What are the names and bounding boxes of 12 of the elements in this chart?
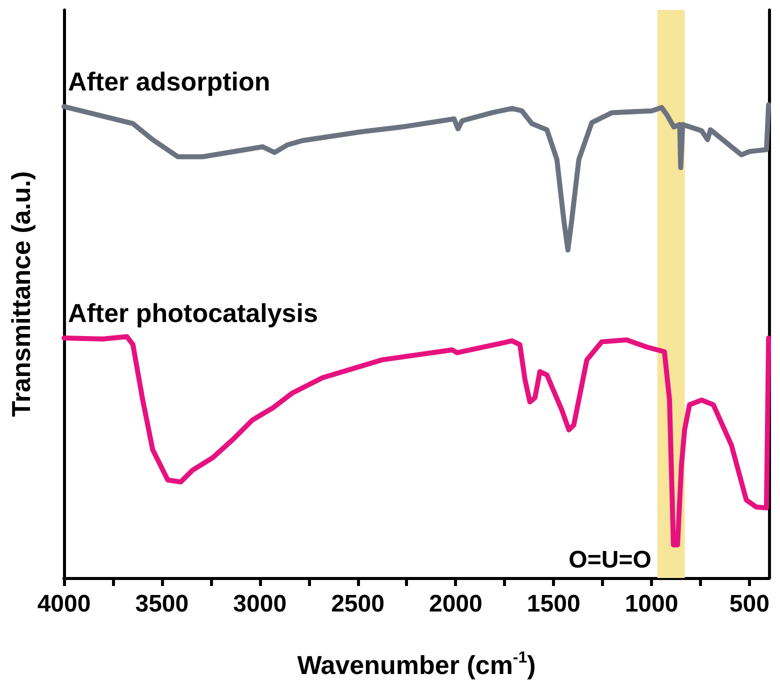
series-label: After photocatalysis <box>68 298 318 328</box>
series-label: After adsorption <box>68 66 270 97</box>
x-tick-label: 2500 <box>331 590 384 618</box>
x-tick-label: 2000 <box>428 590 482 618</box>
x-tick-label: 3000 <box>233 590 287 618</box>
y-axis-title: Transmittance (a.u.) <box>6 171 36 417</box>
x-tick-label: 1000 <box>624 590 678 618</box>
x-tick-label: 1500 <box>526 590 580 618</box>
x-tick-label: 500 <box>729 590 770 618</box>
x-tick-label: 4000 <box>37 590 91 618</box>
band-label: O=U=O <box>568 546 652 574</box>
x-tick-label: 3500 <box>135 590 189 618</box>
